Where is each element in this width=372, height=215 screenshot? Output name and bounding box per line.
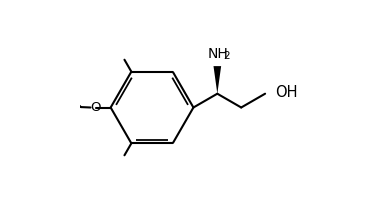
Polygon shape	[214, 66, 221, 94]
Text: O: O	[90, 101, 101, 114]
Text: OH: OH	[275, 85, 297, 100]
Text: NH: NH	[207, 48, 228, 61]
Text: 2: 2	[223, 51, 230, 61]
